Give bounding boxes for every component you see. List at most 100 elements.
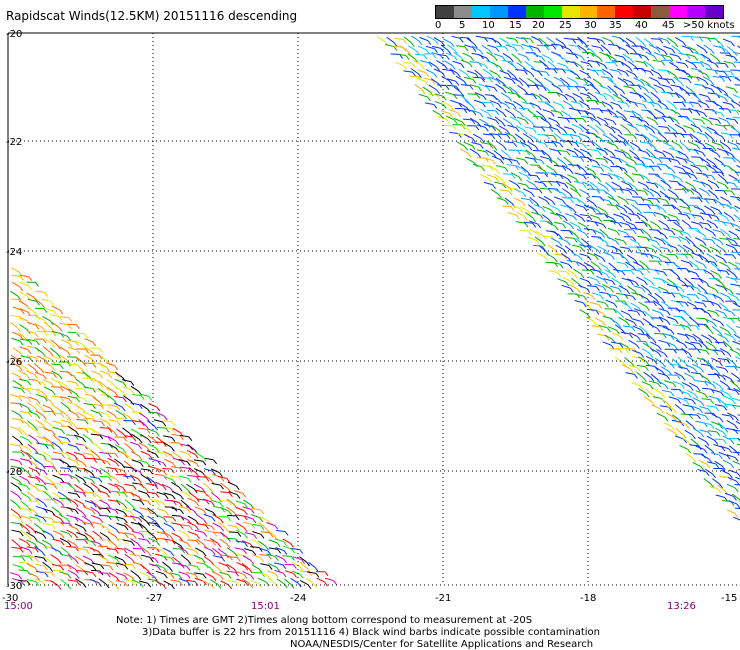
wind-barb-tick bbox=[290, 543, 294, 548]
wind-barb bbox=[715, 309, 725, 314]
wind-barb bbox=[657, 372, 667, 376]
wind-barb bbox=[537, 252, 546, 258]
wind-barb bbox=[299, 556, 307, 563]
lat-label: -22 bbox=[6, 137, 22, 148]
wind-barb-tick bbox=[562, 223, 567, 229]
wind-barb-tick bbox=[210, 584, 215, 589]
wind-barb bbox=[475, 35, 485, 39]
wind-barb-tick bbox=[676, 374, 681, 380]
wind-barb bbox=[593, 99, 603, 104]
wind-barb-tick bbox=[139, 583, 144, 588]
wind-barb-tick bbox=[57, 471, 62, 477]
wind-barb-tick bbox=[595, 129, 599, 135]
wind-barb-tick bbox=[34, 567, 39, 573]
wind-barb bbox=[657, 286, 667, 291]
wind-barb bbox=[702, 323, 711, 331]
wind-barb-tick bbox=[114, 509, 119, 515]
wind-barb bbox=[717, 422, 726, 429]
wind-barb-tick bbox=[736, 234, 740, 240]
wind-barb bbox=[692, 118, 702, 121]
wind-barb bbox=[541, 214, 550, 221]
wind-barb-tick bbox=[650, 65, 655, 71]
wind-barb bbox=[170, 579, 180, 582]
wind-barb bbox=[542, 205, 552, 211]
wind-barb-tick bbox=[417, 73, 422, 79]
wind-barb bbox=[563, 126, 573, 130]
wind-barb bbox=[479, 118, 488, 124]
wind-barb-tick bbox=[228, 492, 233, 498]
wind-barb-tick bbox=[512, 104, 517, 109]
wind-barb-tick bbox=[707, 408, 712, 414]
wind-barb bbox=[57, 491, 66, 497]
wind-barb-tick bbox=[524, 159, 529, 165]
wind-barb bbox=[538, 196, 547, 202]
wind-barb bbox=[516, 125, 525, 131]
wind-barb-tick bbox=[637, 336, 642, 341]
wind-barb bbox=[416, 77, 426, 82]
wind-barb bbox=[592, 69, 602, 72]
wind-barb bbox=[556, 157, 565, 164]
wind-barb-tick bbox=[657, 97, 662, 103]
wind-barb bbox=[43, 428, 53, 432]
wind-barb-tick bbox=[85, 348, 90, 354]
wind-barb-tick bbox=[28, 460, 33, 466]
wind-barb bbox=[519, 206, 528, 212]
wind-barb bbox=[108, 539, 116, 546]
wind-barb bbox=[90, 540, 100, 545]
wind-barb bbox=[731, 156, 740, 163]
wind-barb bbox=[638, 173, 647, 179]
wind-barb-tick bbox=[727, 239, 732, 244]
wind-barb-tick bbox=[704, 80, 709, 86]
wind-barb bbox=[641, 228, 649, 235]
wind-barb bbox=[669, 62, 678, 68]
wind-barb bbox=[539, 187, 549, 190]
wind-barb bbox=[212, 505, 222, 509]
wind-barb bbox=[569, 70, 578, 76]
wind-barb-tick bbox=[484, 127, 489, 132]
wind-barb bbox=[566, 181, 575, 188]
wind-barb bbox=[534, 77, 543, 85]
wind-barb-tick bbox=[587, 243, 592, 249]
wind-barb bbox=[180, 443, 190, 447]
wind-barb-tick bbox=[451, 65, 456, 70]
wind-barb bbox=[42, 395, 51, 402]
wind-barb bbox=[74, 387, 85, 390]
wind-barb bbox=[91, 361, 101, 365]
wind-barb-tick bbox=[132, 516, 136, 522]
wind-barb-tick bbox=[188, 494, 193, 500]
wind-barb-tick bbox=[639, 270, 644, 276]
wind-barb-tick bbox=[575, 86, 580, 92]
wind-barb bbox=[591, 165, 601, 169]
wind-barb-tick bbox=[600, 167, 605, 172]
wind-barb-tick bbox=[615, 200, 620, 205]
wind-barb-tick bbox=[513, 47, 518, 52]
wind-barb bbox=[590, 205, 599, 212]
wind-barb bbox=[89, 547, 99, 552]
wind-barb bbox=[283, 578, 292, 585]
wind-barb bbox=[611, 60, 621, 63]
lon-label: -30 bbox=[2, 593, 18, 604]
wind-barb-tick bbox=[568, 207, 573, 212]
wind-barb bbox=[593, 229, 602, 234]
wind-barb-tick bbox=[604, 249, 609, 255]
wind-barb bbox=[627, 60, 636, 67]
wind-barb-tick bbox=[595, 97, 600, 102]
wind-barb-tick bbox=[235, 485, 240, 491]
wind-barb-tick bbox=[582, 302, 587, 308]
wind-barb-tick bbox=[715, 406, 720, 412]
wind-barb-tick bbox=[621, 89, 626, 95]
wind-barb-tick bbox=[727, 77, 732, 82]
wind-barb-tick bbox=[693, 175, 698, 180]
wind-barb-tick bbox=[41, 327, 46, 332]
wind-barb bbox=[187, 459, 196, 464]
wind-barb-tick bbox=[40, 528, 45, 534]
wind-barb bbox=[698, 187, 708, 193]
wind-barb bbox=[638, 301, 647, 307]
wind-barb-tick bbox=[703, 112, 708, 118]
wind-barb bbox=[622, 325, 633, 328]
wind-barb-tick bbox=[155, 493, 160, 498]
wind-barb bbox=[483, 123, 493, 128]
wind-barb-tick bbox=[670, 391, 675, 397]
wind-barb-tick bbox=[536, 175, 541, 181]
wind-barb bbox=[730, 126, 739, 133]
